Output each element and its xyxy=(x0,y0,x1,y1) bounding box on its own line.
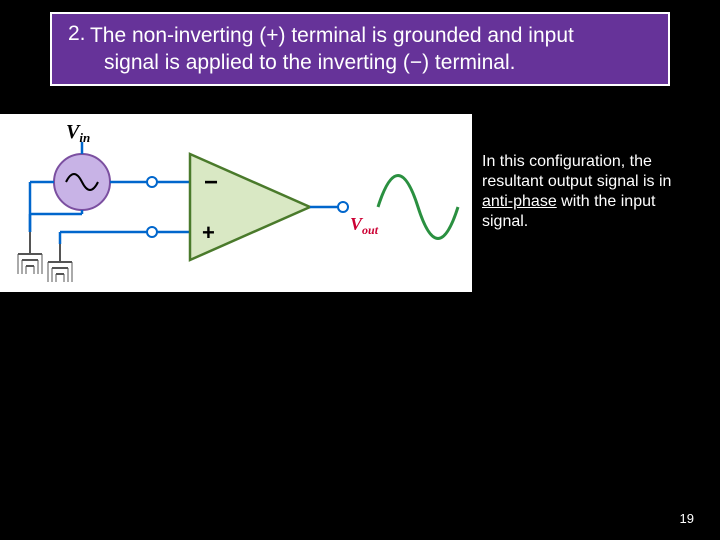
vin-label: Vin xyxy=(66,121,90,145)
header-text-1: The non-inverting (+) terminal is ground… xyxy=(90,24,574,47)
list-number: 2. xyxy=(68,22,86,46)
desc-underlined: anti-phase xyxy=(482,193,557,210)
page-number: 19 xyxy=(680,511,694,526)
header-box: 2. The non-inverting (+) terminal is gro… xyxy=(50,12,670,86)
circuit-svg: − + Vin Vout xyxy=(0,114,472,292)
terminal-node xyxy=(338,202,348,212)
ground-icon xyxy=(18,232,42,274)
output-wave-icon xyxy=(378,176,458,239)
desc-part1: In this configuration, the resultant out… xyxy=(482,153,671,190)
minus-label: − xyxy=(204,169,218,196)
terminal-node xyxy=(147,227,157,237)
header-line1: 2. The non-inverting (+) terminal is gro… xyxy=(68,22,652,49)
vout-label: Vout xyxy=(350,214,379,237)
header-text-2: signal is applied to the inverting (−) t… xyxy=(104,49,652,76)
terminal-node xyxy=(147,177,157,187)
plus-label: + xyxy=(202,220,215,245)
circuit-diagram: − + Vin Vout xyxy=(0,114,472,292)
ground-icon xyxy=(48,244,72,282)
description-text: In this configuration, the resultant out… xyxy=(482,152,706,232)
